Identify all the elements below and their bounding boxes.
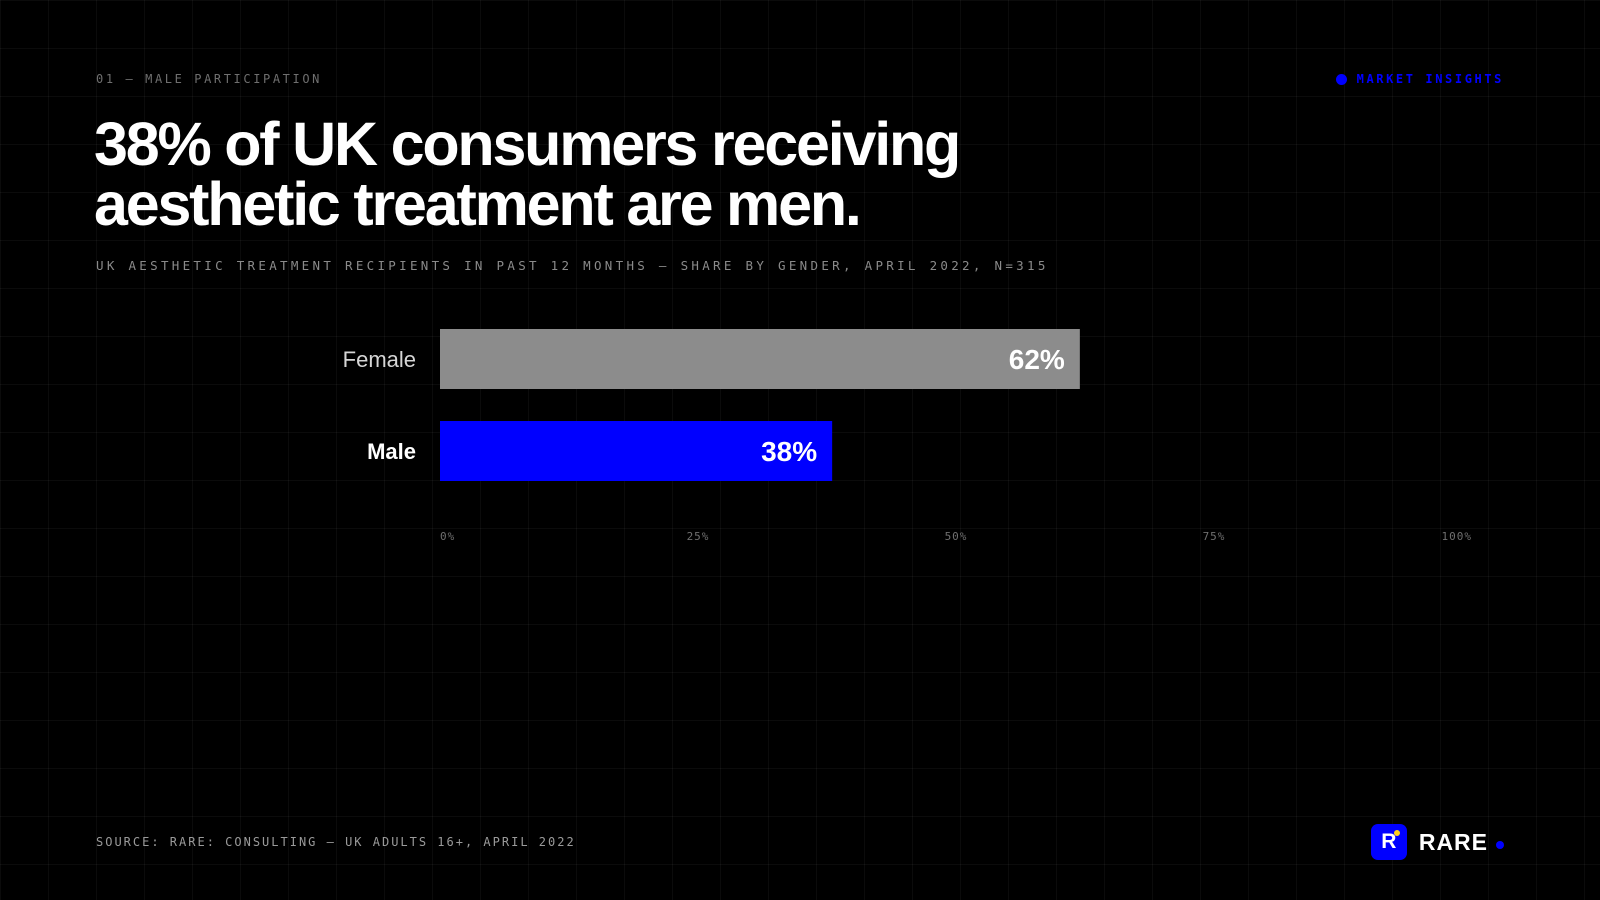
tag-label: MARKET INSIGHTS: [1356, 72, 1504, 86]
x-tick-label: 25%: [687, 530, 710, 543]
x-tick-label: 0%: [440, 530, 455, 543]
market-insights-tag: MARKET INSIGHTS: [1335, 72, 1504, 86]
chart-subtitle: UK AESTHETIC TREATMENT RECIPIENTS IN PAS…: [96, 258, 1049, 273]
bar-chart: Female 62% Male 38% 0% 25% 50% 75% 100%: [343, 329, 1473, 543]
logo-spark-icon: [1393, 830, 1400, 836]
rare-logo-icon: R: [1370, 824, 1407, 860]
brand-letter: R: [1381, 830, 1397, 853]
source-note: SOURCE: RARE: CONSULTING — UK ADULTS 16+…: [96, 835, 576, 849]
data-label: 62%: [1009, 344, 1065, 375]
data-label: 38%: [761, 436, 817, 467]
category-label: Male: [367, 439, 416, 464]
section-eyebrow: 01 — MALE PARTICIPATION: [96, 72, 322, 86]
dot-icon: [1335, 73, 1347, 85]
x-tick-label: 50%: [945, 530, 968, 543]
headline-line-1: 38% of UK consumers receiving: [94, 110, 961, 178]
dot-icon: [1496, 841, 1504, 849]
x-tick-label: 100%: [1442, 530, 1473, 543]
x-tick-label: 75%: [1203, 530, 1226, 543]
brand-lockup: R RARE: [1370, 824, 1504, 860]
bar-female: [440, 329, 1080, 389]
bar-male: [440, 421, 833, 481]
brand-name: RARE: [1418, 828, 1488, 855]
headline-line-2: aesthetic treatment are men.: [94, 170, 862, 238]
category-label: Female: [343, 347, 416, 372]
headline: 38% of UK consumers receiving aesthetic …: [94, 110, 1194, 238]
